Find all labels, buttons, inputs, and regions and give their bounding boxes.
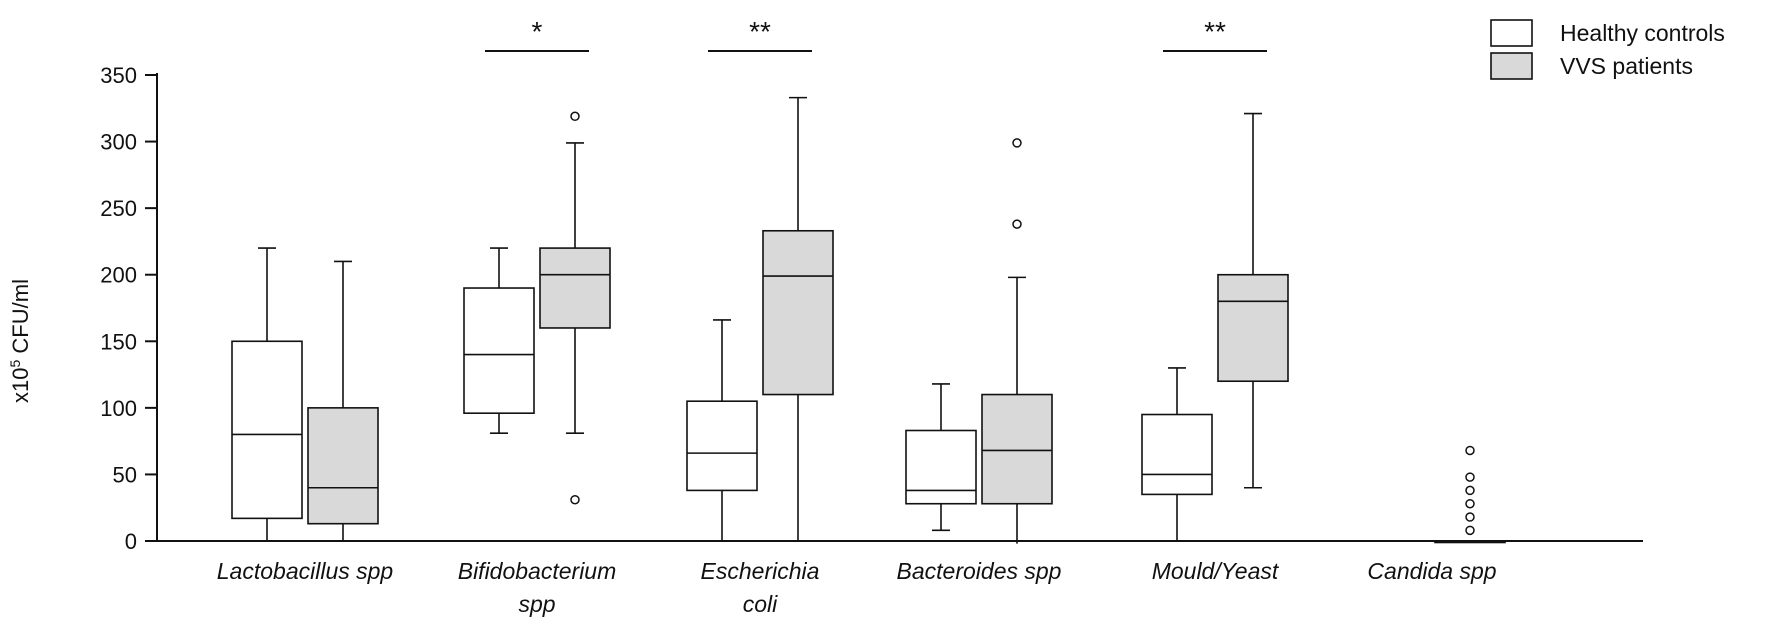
y-tick-label: 250 (100, 196, 137, 221)
legend-swatch (1490, 52, 1533, 80)
significance-label: ** (749, 16, 771, 47)
box-iqr (539, 247, 611, 329)
box-vvs (981, 138, 1053, 544)
significance-label: * (532, 16, 543, 47)
category-label: coli (743, 591, 778, 617)
category-label: Lactobacillus spp (217, 558, 394, 584)
box-iqr (1217, 273, 1289, 383)
y-tick-label: 0 (125, 529, 137, 554)
category-label: spp (518, 591, 555, 617)
box-iqr (1141, 413, 1213, 496)
box-iqr (307, 407, 379, 525)
category-label: Escherichia (701, 558, 820, 584)
category-label: Candida spp (1367, 558, 1496, 584)
y-tick-label: 150 (100, 329, 137, 354)
box-vvs (762, 96, 834, 541)
legend-swatch (1490, 19, 1533, 47)
outlier-point (570, 111, 580, 122)
box-iqr (463, 287, 535, 414)
significance-label: ** (1204, 16, 1226, 47)
outlier-point (1465, 445, 1475, 456)
category-label: Mould/Yeast (1152, 558, 1280, 584)
box-iqr (686, 400, 758, 492)
y-axis-label: x105 CFU/ml (7, 279, 33, 403)
legend-item: Healthy controls (1490, 19, 1725, 47)
y-tick-label: 200 (100, 263, 137, 288)
box-vvs (307, 260, 379, 541)
box-vvs (1217, 112, 1289, 489)
box-healthy (463, 247, 535, 434)
outlier-point (1465, 472, 1475, 482)
boxes (231, 96, 1506, 544)
box-iqr (905, 429, 977, 505)
significance-markers: * ** ** (485, 16, 1267, 52)
box-healthy (1141, 367, 1213, 541)
box-iqr (231, 340, 303, 520)
legend: Healthy controls VVS patients (1490, 19, 1725, 80)
legend-label: VVS patients (1560, 53, 1693, 79)
box-vvs (1434, 445, 1506, 544)
box-iqr (981, 393, 1053, 505)
x-axis: Lactobacillus spp Bifidobacterium spp Esche… (157, 540, 1643, 617)
category-label: Bacteroides spp (897, 558, 1062, 584)
y-tick-label: 300 (100, 130, 137, 155)
box-iqr (762, 229, 834, 396)
outlier-point (1012, 219, 1022, 229)
legend-label: Healthy controls (1560, 20, 1725, 46)
y-axis-label-superscript: 5 (7, 359, 23, 367)
category-label: Bifidobacterium (458, 558, 617, 584)
y-tick-label: 350 (100, 63, 137, 88)
box-healthy (686, 319, 758, 541)
box-healthy (905, 383, 977, 532)
outlier-point (1465, 512, 1475, 522)
legend-item: VVS patients (1490, 52, 1693, 80)
y-tick-label: 50 (113, 462, 137, 487)
outlier-point (1465, 498, 1475, 509)
outlier-point (1012, 138, 1022, 148)
box-healthy (231, 247, 303, 541)
outlier-point (570, 494, 580, 505)
y-tick-label: 100 (100, 396, 137, 421)
y-axis: 0 50 100 150 200 250 300 350 (100, 63, 158, 554)
outlier-point (1465, 525, 1475, 536)
box-vvs (539, 111, 611, 505)
outlier-point (1465, 485, 1475, 496)
